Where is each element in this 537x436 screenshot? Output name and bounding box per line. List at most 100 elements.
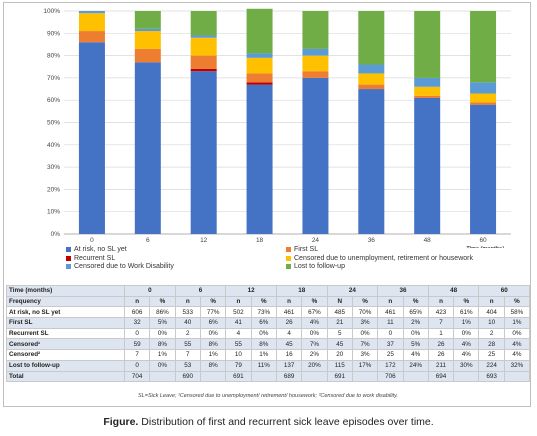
table-cell: 11% bbox=[250, 359, 277, 372]
table-cell: 7 bbox=[427, 317, 455, 329]
table-subheader: n bbox=[275, 295, 303, 308]
table-cell: 704 bbox=[123, 370, 151, 383]
bar-segment bbox=[78, 42, 105, 234]
bar-segment bbox=[246, 73, 273, 83]
table-cell: 10 bbox=[478, 317, 505, 329]
x-tick-label: 0 bbox=[90, 237, 94, 244]
table-cell: 4% bbox=[503, 349, 531, 361]
legend-item: At risk, no SL yet bbox=[66, 246, 127, 253]
legend-label: First SL bbox=[294, 246, 319, 253]
table-cell: 24% bbox=[402, 359, 429, 372]
table-cell: 533 bbox=[174, 306, 201, 319]
y-axis-ticks: 0% 10% 20% 30% 40% 50% 60% 70% 80% 90% 100% bbox=[43, 8, 60, 238]
table-cell: 26 bbox=[427, 349, 455, 361]
table-cell: 16 bbox=[275, 349, 303, 361]
table-cell: 0% bbox=[402, 327, 429, 340]
table-cell: 606 bbox=[123, 306, 151, 319]
bar-segment bbox=[190, 55, 217, 69]
bar-segment bbox=[470, 82, 497, 94]
bar-segment bbox=[246, 82, 273, 85]
bar-segment bbox=[414, 97, 441, 234]
table-cell: 20% bbox=[301, 359, 328, 372]
table-subheader: n bbox=[174, 295, 201, 308]
bar-segment bbox=[134, 28, 161, 32]
chart-legend: At risk, no SL yet First SL Recurrent SL Ce… bbox=[66, 246, 506, 274]
x-tick-label: 60 bbox=[479, 237, 487, 244]
bar-segment bbox=[302, 77, 329, 235]
table-cell: 1% bbox=[453, 317, 480, 329]
table-row: At risk, no SL yet 606 86% 533 77% 502 73% 461 6… bbox=[6, 306, 531, 319]
bar-segment bbox=[134, 31, 161, 49]
bar-segment bbox=[246, 53, 273, 58]
table-subheader: n bbox=[478, 295, 505, 308]
table-cell: 8% bbox=[149, 338, 176, 351]
legend-swatch bbox=[66, 264, 71, 269]
legend-label: Censored due to Work Disability bbox=[74, 263, 174, 270]
legend-item: Lost to follow-up bbox=[286, 263, 345, 270]
table-cell: 6% bbox=[199, 317, 227, 329]
bar-segment bbox=[302, 48, 329, 56]
table-cell bbox=[503, 370, 531, 383]
table-cell: 28 bbox=[478, 338, 505, 351]
table-subheader: % bbox=[351, 295, 379, 308]
table-cell bbox=[301, 370, 328, 383]
table-cell: 693 bbox=[478, 370, 505, 383]
table-time-header: 18 bbox=[275, 285, 328, 297]
bar-segment bbox=[78, 31, 105, 43]
y-tick-label: 90% bbox=[47, 30, 60, 37]
bar-segment bbox=[190, 37, 217, 56]
table-cell: 8% bbox=[250, 338, 277, 351]
bar-segment bbox=[358, 84, 385, 90]
table-cell: 7 bbox=[123, 349, 151, 361]
table-cell: 45 bbox=[326, 338, 353, 351]
table-cell: 86% bbox=[149, 306, 176, 319]
y-tick-label: 100% bbox=[43, 8, 60, 15]
table-cell: 2 bbox=[478, 327, 505, 340]
table-cell bbox=[149, 370, 176, 383]
bar-segment bbox=[358, 89, 385, 234]
table-cell: 11 bbox=[377, 317, 404, 329]
bar-segment bbox=[302, 55, 329, 72]
table-subheader-row: Frequency n% n% n% n% N% n% n% n% bbox=[6, 295, 531, 308]
table-cell bbox=[453, 370, 480, 383]
y-tick-label: 70% bbox=[47, 75, 60, 82]
figure-frame: 0% 10% 20% 30% 40% 50% 60% 70% 80% 90% 100% 0 6 12 18… bbox=[3, 2, 531, 407]
bar-segment bbox=[414, 11, 441, 78]
table-time-header: 12 bbox=[225, 285, 277, 297]
table-subheader: n bbox=[427, 295, 455, 308]
table-cell: 6% bbox=[250, 317, 277, 329]
bar-segment bbox=[190, 11, 217, 36]
caption-text: Distribution of first and recurrent sick… bbox=[138, 416, 434, 428]
table-cell: 7 bbox=[174, 349, 201, 361]
table-cell: 26 bbox=[427, 338, 455, 351]
legend-label: At risk, no SL yet bbox=[74, 246, 127, 253]
table-subheader: n bbox=[377, 295, 404, 308]
table-row: First SL 32 5% 40 6% 41 6% 26 4% 21 3% 11 2% 7 1% 10 1% bbox=[6, 317, 531, 329]
table-cell: 4% bbox=[301, 317, 328, 329]
table-cell: 25 bbox=[478, 349, 505, 361]
table-cell: 0% bbox=[149, 327, 176, 340]
y-tick-label: 30% bbox=[47, 164, 60, 171]
table-cell: 73% bbox=[250, 306, 277, 319]
table-cell: 7% bbox=[301, 338, 328, 351]
table-cell: 2% bbox=[301, 349, 328, 361]
table-row-label: Total bbox=[6, 370, 125, 383]
table-subheader: N bbox=[326, 295, 353, 308]
table-row-label: First SL bbox=[6, 317, 125, 329]
legend-swatch bbox=[286, 255, 291, 261]
table-subheader: % bbox=[301, 295, 328, 308]
table-cell: 37 bbox=[377, 338, 404, 351]
x-axis-suffix: Time (months) bbox=[466, 246, 504, 248]
table-cell: 20 bbox=[326, 349, 353, 361]
table-cell: 1% bbox=[199, 349, 227, 361]
table-cell: 5% bbox=[402, 338, 429, 351]
table-cell: 5 bbox=[326, 327, 353, 340]
table-cell: 137 bbox=[275, 359, 303, 372]
caption-label: Figure. bbox=[103, 416, 139, 428]
table-cell: 4% bbox=[453, 349, 480, 361]
bar-segment bbox=[470, 11, 497, 83]
table-cell: 211 bbox=[427, 359, 455, 372]
bar-segment bbox=[190, 68, 217, 72]
table-cell: 4 bbox=[275, 327, 303, 340]
legend-label: Censored due to unemployment, retirement… bbox=[294, 254, 473, 262]
